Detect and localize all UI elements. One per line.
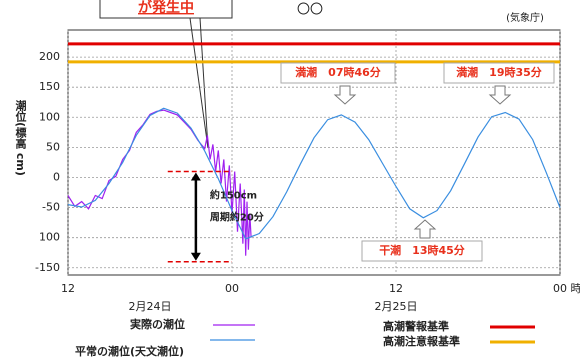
pointer xyxy=(189,17,209,149)
plot-area xyxy=(67,29,561,276)
y-tick-label: 200 xyxy=(39,50,60,63)
y-tick-label: 100 xyxy=(39,231,60,244)
annotation: 干潮 13時45分 xyxy=(379,243,465,257)
legend-label: 高潮警報基準 xyxy=(383,319,449,333)
range-label: 周期約20分 xyxy=(210,210,264,223)
annotation: 満潮 19時35分 xyxy=(456,65,542,79)
legend-label: 平常の潮位(天文潮位) xyxy=(75,344,184,358)
arrow xyxy=(413,219,437,239)
legend-label: 実際の潮位 xyxy=(130,317,185,331)
chart-title: 〇〇 xyxy=(297,3,323,18)
date-label: 2月24日 xyxy=(129,300,172,313)
y-axis-label: 潮位(標高 cm) xyxy=(14,99,27,176)
annotation: 満潮 07時46分 xyxy=(295,65,381,79)
x-tick-label: 12 xyxy=(61,282,75,295)
y-tick-label: 0 xyxy=(53,170,60,183)
series-line xyxy=(67,107,561,240)
alert-text: が発生中 xyxy=(138,0,194,16)
arrow xyxy=(333,85,357,105)
date-label: 2月25日 xyxy=(375,300,418,313)
x-tick-label: 12 xyxy=(389,282,403,295)
callout-box xyxy=(443,62,555,84)
range-label: 約150cm xyxy=(210,188,257,201)
x-tick-label: 00 時 xyxy=(553,282,580,295)
source: (気象庁) xyxy=(506,11,544,24)
x-tick-label: 00 xyxy=(225,282,239,295)
legend-label: 高潮注意報基準 xyxy=(383,334,460,348)
callout-box xyxy=(361,240,483,262)
alert-box xyxy=(99,0,233,19)
y-tick-label: 150 xyxy=(39,80,60,93)
y-tick-label: 50 xyxy=(46,140,60,153)
arrow xyxy=(488,85,512,105)
y-tick-label: -150 xyxy=(35,261,60,274)
y-tick-label: -50 xyxy=(42,201,60,214)
y-tick-label: 100 xyxy=(39,110,60,123)
series-line xyxy=(67,109,252,256)
pointer xyxy=(199,17,209,149)
callout-box xyxy=(280,62,396,84)
